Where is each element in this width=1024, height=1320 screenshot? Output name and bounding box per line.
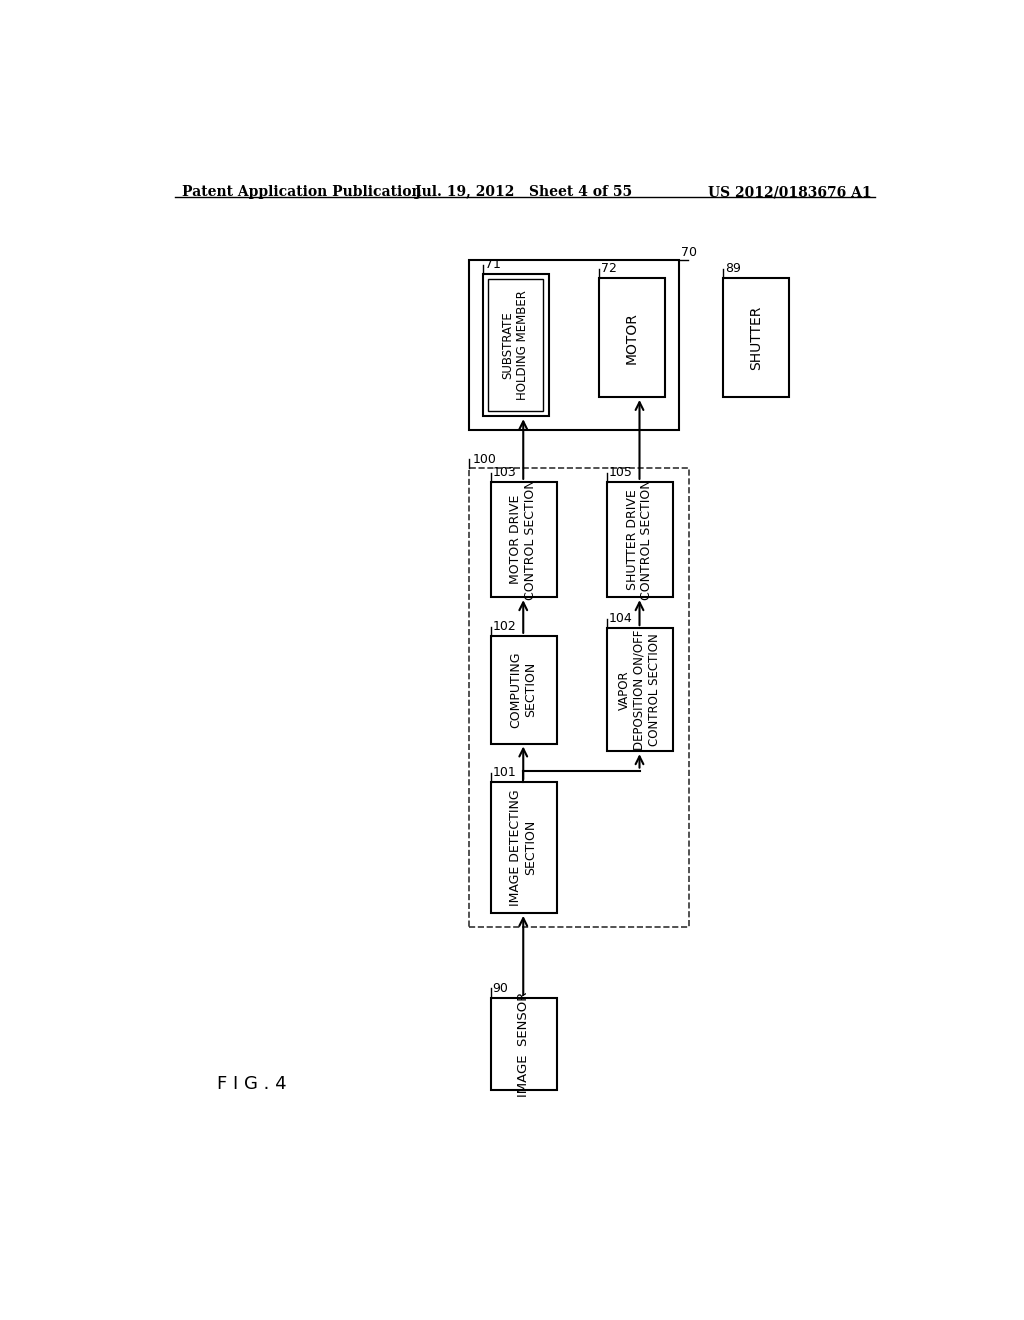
Bar [599,277,665,397]
Text: IMAGE  SENSOR: IMAGE SENSOR [517,991,529,1097]
Bar [490,781,557,913]
Text: 104: 104 [608,612,632,626]
Text: 90: 90 [493,982,508,995]
Bar [469,260,679,430]
Text: 103: 103 [493,466,516,479]
Text: 101: 101 [493,766,516,779]
Text: SHUTTER: SHUTTER [749,306,763,370]
Text: COMPUTING
SECTION: COMPUTING SECTION [509,652,538,727]
Bar [607,628,673,751]
Text: SHUTTER DRIVE
CONTROL SECTION: SHUTTER DRIVE CONTROL SECTION [626,479,653,599]
Bar [483,275,549,416]
Bar [490,998,557,1090]
Text: MOTOR DRIVE
CONTROL SECTION: MOTOR DRIVE CONTROL SECTION [509,479,538,599]
Text: 105: 105 [608,466,633,479]
Text: Patent Application Publication: Patent Application Publication [182,185,422,199]
Text: 71: 71 [484,257,501,271]
Text: MOTOR: MOTOR [625,312,639,364]
Text: US 2012/0183676 A1: US 2012/0183676 A1 [709,185,872,199]
Text: IMAGE DETECTING
SECTION: IMAGE DETECTING SECTION [509,789,538,906]
Bar [469,469,689,927]
Text: 72: 72 [601,261,616,275]
Text: 89: 89 [725,261,740,275]
Text: 102: 102 [493,619,516,632]
Bar [488,280,544,411]
Text: Jul. 19, 2012   Sheet 4 of 55: Jul. 19, 2012 Sheet 4 of 55 [415,185,632,199]
Text: 100: 100 [473,453,497,466]
Bar [490,482,557,598]
Bar [490,636,557,743]
Bar [723,277,790,397]
Text: VAPOR
DEPOSITION ON/OFF
CONTROL SECTION: VAPOR DEPOSITION ON/OFF CONTROL SECTION [618,630,662,750]
Text: 70: 70 [681,246,696,259]
Bar [607,482,673,598]
Text: SUBSTRATE
HOLDING MEMBER: SUBSTRATE HOLDING MEMBER [502,290,529,400]
Text: F I G . 4: F I G . 4 [217,1074,287,1093]
